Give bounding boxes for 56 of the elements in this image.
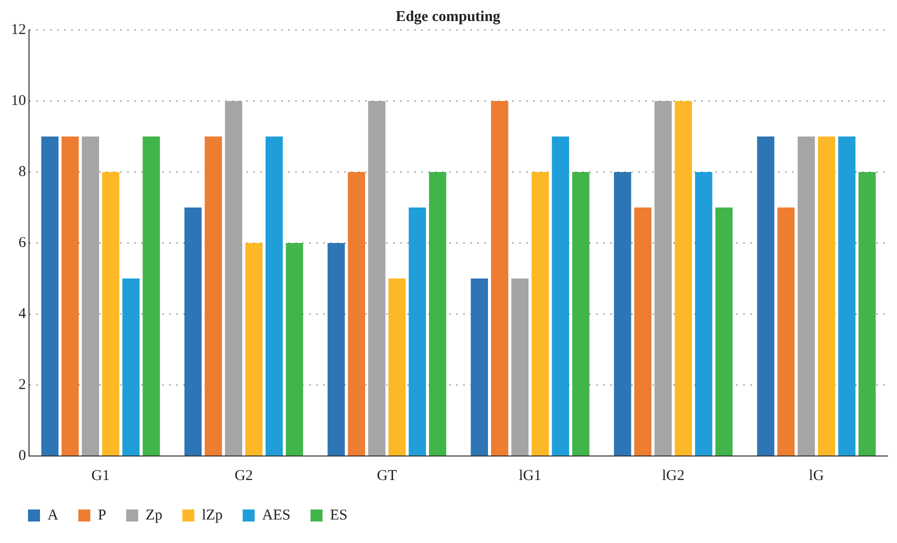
- bar: [777, 208, 795, 456]
- bar: [204, 136, 222, 456]
- y-tick-label: 10: [11, 92, 26, 109]
- x-tick-label: lG1: [518, 468, 542, 484]
- bar: [614, 172, 632, 456]
- bar: [511, 278, 529, 456]
- bar: [142, 136, 160, 456]
- bar: [552, 136, 570, 456]
- x-tick-label: G1: [91, 468, 110, 484]
- bar: [245, 243, 263, 456]
- y-tick-label: 2: [18, 376, 26, 393]
- legend-label: Zp: [146, 507, 162, 524]
- bar: [122, 278, 140, 456]
- bar: [328, 243, 345, 456]
- bar: [634, 208, 652, 456]
- x-tick-label: lG: [808, 468, 824, 484]
- bar: [858, 172, 876, 456]
- chart-title: Edge computing: [396, 8, 501, 25]
- x-tick-label: G2: [234, 468, 253, 484]
- bar: [715, 208, 733, 456]
- y-tick-label: 0: [18, 448, 26, 464]
- bar: [798, 136, 815, 456]
- bar: [572, 172, 590, 456]
- bar: [491, 101, 508, 456]
- y-tick-label: 4: [18, 306, 26, 322]
- legend-label: P: [98, 507, 106, 524]
- bar: [408, 208, 426, 456]
- bar: [757, 136, 774, 456]
- bar: [388, 278, 406, 456]
- bar: [695, 172, 712, 456]
- y-tick-label: 8: [18, 164, 26, 180]
- bar: [41, 136, 58, 456]
- bar: [368, 101, 386, 456]
- bar: [838, 136, 856, 456]
- x-tick-label: GT: [376, 468, 397, 484]
- legend-label: lZp: [202, 507, 223, 524]
- bar: [818, 136, 836, 456]
- bar: [266, 136, 283, 456]
- bar: [532, 172, 549, 456]
- legend-label: A: [48, 507, 58, 524]
- y-tick-label: 12: [11, 22, 26, 38]
- y-tick-label: 6: [18, 234, 26, 251]
- bar: [470, 278, 488, 456]
- bar: [286, 243, 304, 456]
- bar: [102, 172, 120, 456]
- bar: [62, 136, 79, 456]
- bar: [654, 101, 672, 456]
- legend-label: ES: [330, 507, 348, 524]
- x-tick-label: lG2: [662, 468, 684, 484]
- bar: [674, 101, 692, 456]
- bar: [82, 136, 100, 456]
- bar: [429, 172, 446, 456]
- legend-label: AES: [262, 507, 291, 524]
- bar: [184, 208, 202, 456]
- bar: [224, 101, 242, 456]
- bar: [348, 172, 366, 456]
